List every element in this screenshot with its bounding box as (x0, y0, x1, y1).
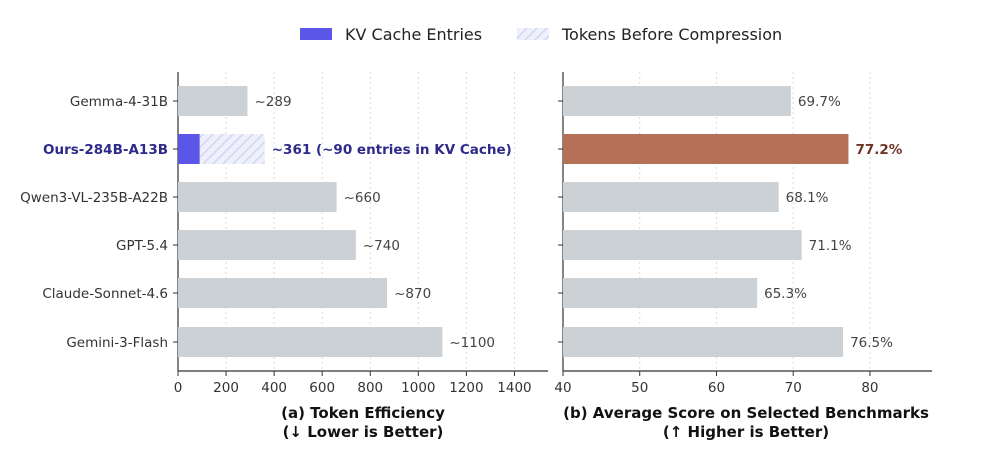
panel-a-value-label-gpt-5-4: ~740 (363, 238, 400, 254)
panel-a-value-label-ours-284b-a13b: ~361 (~90 entries in KV Cache) (272, 142, 512, 158)
panel-b-x-tick-label: 50 (631, 380, 648, 396)
panel-a-subtitle: (↓ Lower is Better) (283, 423, 444, 441)
panel-b-bar-ours-284b-a13b (563, 134, 849, 164)
panel-b-x-tick-label: 40 (554, 380, 571, 396)
legend-swatch-tokens-before (517, 28, 549, 40)
panel-b-bar-gemma-4-31b (563, 86, 791, 116)
panel-a-x-tick-label: 800 (357, 380, 383, 396)
panel-b-bar-gemini-3-flash (563, 327, 844, 357)
panel-a-x-tick-label: 0 (174, 380, 183, 396)
panel-a-value-label-claude-sonnet-4-6: ~870 (394, 286, 431, 302)
legend-swatch-kv-cache (300, 28, 332, 40)
panel-b-bar-gpt-5-4 (563, 230, 802, 260)
panel-a-x-tick-label: 600 (309, 380, 335, 396)
panel-b-x-tick-label: 80 (861, 380, 878, 396)
legend: KV Cache Entries Tokens Before Compressi… (300, 25, 782, 44)
panel-b-x-tick-label: 70 (785, 380, 802, 396)
panel-a-value-label-qwen3-vl-235b-a22b: ~660 (344, 190, 381, 206)
category-label-claude-sonnet-4-6: Claude-Sonnet-4.6 (42, 286, 168, 302)
average-score-panel: 40 50 60 70 80 69.7% 77.2% 68.1% 71.1% 65.3% 76.5% (554, 72, 932, 396)
panel-a-title: (a) Token Efficiency (281, 404, 445, 422)
panel-b-bar-claude-sonnet-4-6 (563, 278, 758, 308)
panel-a-x-tick-label: 200 (213, 380, 239, 396)
panel-b-value-label-qwen3-vl-235b-a22b: 68.1% (786, 190, 829, 206)
panel-a-value-label-gemini-3-flash: ~1100 (449, 335, 495, 351)
category-label-gpt-5-4: GPT-5.4 (116, 238, 168, 254)
panel-a-value-label-gemma-4-31b: ~289 (254, 94, 291, 110)
panel-a-x-tick-label: 1000 (401, 380, 435, 396)
panel-a-bar-gpt-5-4 (178, 230, 356, 260)
panel-b-x-tick-label: 60 (708, 380, 725, 396)
category-label-gemini-3-flash: Gemini-3-Flash (66, 335, 168, 351)
panel-b-value-label-ours-284b-a13b: 77.2% (855, 142, 902, 158)
legend-label-kv-cache: KV Cache Entries (345, 25, 482, 44)
category-label-gemma-4-31b: Gemma-4-31B (70, 94, 168, 110)
panel-a-bar-gemini-3-flash (178, 327, 443, 357)
token-efficiency-panel: 0 200 400 600 800 1000 1200 1400 Gemma-4-31B ~289… (20, 72, 548, 396)
panel-b-subtitle: (↑ Higher is Better) (663, 423, 829, 441)
panel-a-x-tick-label: 400 (261, 380, 287, 396)
panel-b-bar-qwen3-vl-235b-a22b (563, 182, 779, 212)
panel-a-bar-gemma-4-31b (178, 86, 248, 116)
panel-a-x-tick-label: 1400 (497, 380, 531, 396)
panel-a-kv-bar-ours-284b-a13b (178, 134, 200, 164)
panel-b-value-label-claude-sonnet-4-6: 65.3% (764, 286, 807, 302)
panel-a-x-tick-label: 1200 (449, 380, 483, 396)
panel-b-value-label-gpt-5-4: 71.1% (809, 238, 852, 254)
panel-b-title: (b) Average Score on Selected Benchmarks (563, 404, 929, 422)
panel-a-bar-claude-sonnet-4-6 (178, 278, 388, 308)
category-label-qwen3-vl-235b-a22b: Qwen3-VL-235B-A22B (20, 190, 168, 206)
panel-b-value-label-gemini-3-flash: 76.5% (850, 335, 893, 351)
panel-b-value-label-gemma-4-31b: 69.7% (798, 94, 841, 110)
category-label-ours-284b-a13b: Ours-284B-A13B (43, 142, 168, 158)
legend-label-tokens-before: Tokens Before Compression (561, 25, 782, 44)
panel-a-bar-qwen3-vl-235b-a22b (178, 182, 337, 212)
